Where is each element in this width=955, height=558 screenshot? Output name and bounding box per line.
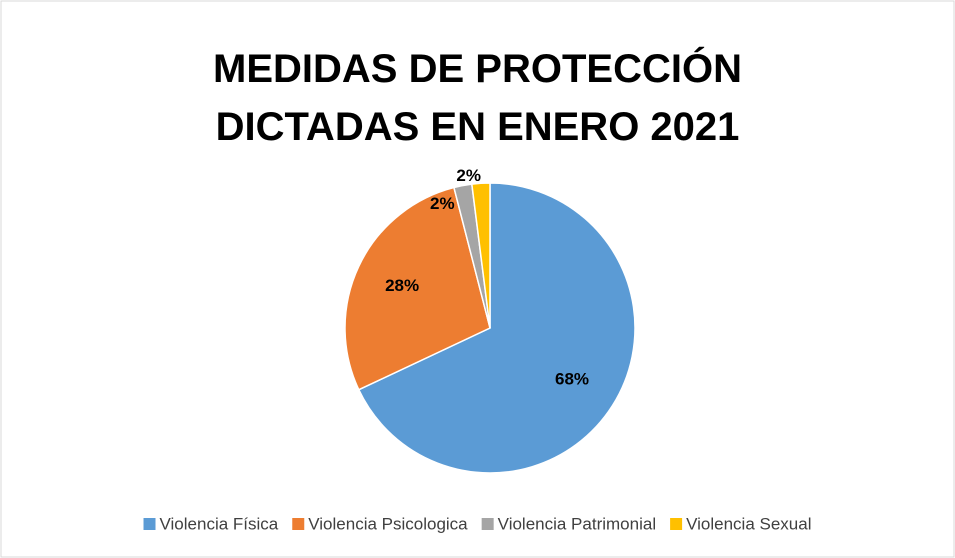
- data-label: 2%: [456, 166, 481, 185]
- legend-swatch: [670, 518, 683, 530]
- legend-swatch: [143, 518, 156, 530]
- pie-slice: [344, 186, 491, 391]
- legend-swatch: [292, 518, 305, 530]
- data-label: 2%: [430, 194, 455, 213]
- data-label: 28%: [385, 276, 419, 295]
- pie-slice: [470, 182, 491, 329]
- legend-label: Violencia Psicologica: [308, 514, 468, 533]
- legend-label: Violencia Física: [160, 514, 279, 533]
- legend-label: Violencia Patrimonial: [498, 514, 656, 533]
- legend-swatch: [481, 518, 494, 530]
- chart-title: MEDIDAS DE PROTECCIÓN DICTADAS EN ENERO …: [213, 47, 742, 149]
- legend-label: Violencia Sexual: [686, 514, 811, 533]
- pie-slice: [357, 182, 636, 474]
- data-label: 68%: [555, 370, 589, 389]
